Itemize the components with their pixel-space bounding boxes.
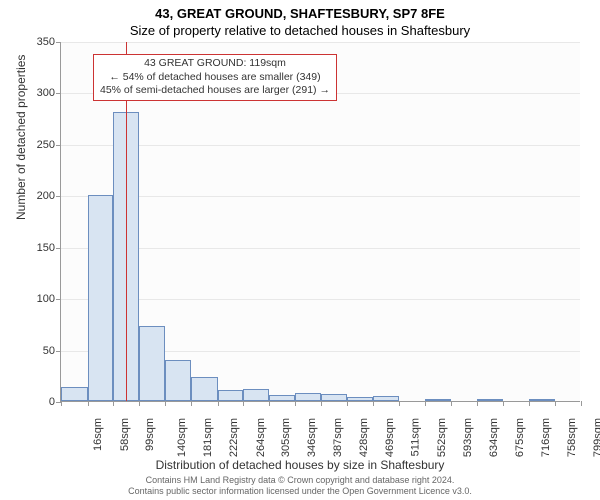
y-tick (56, 196, 61, 197)
histogram-bar (269, 395, 295, 401)
histogram-bar (88, 195, 114, 401)
grid-line (61, 42, 580, 43)
histogram-bar (477, 399, 503, 401)
annotation-line: 43 GREAT GROUND: 119sqm (100, 57, 330, 71)
x-tick-label: 99sqm (144, 418, 156, 451)
x-tick (191, 401, 192, 406)
x-tick (218, 401, 219, 406)
x-tick (503, 401, 504, 406)
y-tick-label: 50 (43, 345, 55, 357)
x-tick-label: 222sqm (228, 418, 240, 457)
x-tick (399, 401, 400, 406)
x-tick-label: 675sqm (514, 418, 526, 457)
x-tick-label: 58sqm (119, 418, 131, 451)
x-tick (451, 401, 452, 406)
x-tick-label: 552sqm (436, 418, 448, 457)
x-tick (321, 401, 322, 406)
y-axis-label: Number of detached properties (14, 55, 28, 220)
histogram-bar (321, 394, 347, 401)
footer-attribution: Contains HM Land Registry data © Crown c… (0, 475, 600, 498)
x-tick (373, 401, 374, 406)
y-tick (56, 145, 61, 146)
x-tick-label: 264sqm (255, 418, 267, 457)
x-tick (425, 401, 426, 406)
x-tick (347, 401, 348, 406)
x-tick-label: 634sqm (488, 418, 500, 457)
y-tick-label: 200 (37, 190, 55, 202)
x-tick-label: 511sqm (410, 418, 422, 456)
y-tick (56, 42, 61, 43)
x-tick (113, 401, 114, 406)
y-tick (56, 299, 61, 300)
footer-line-2: Contains public sector information licen… (0, 486, 600, 497)
x-tick-label: 140sqm (176, 418, 188, 457)
y-tick-label: 350 (37, 36, 55, 48)
histogram-bar (529, 399, 555, 401)
x-tick-label: 346sqm (306, 418, 318, 457)
title-sub: Size of property relative to detached ho… (0, 21, 600, 38)
histogram-bar (373, 396, 399, 401)
x-tick (269, 401, 270, 406)
y-tick-label: 150 (37, 242, 55, 254)
histogram-bar (218, 390, 244, 401)
histogram-bar (191, 377, 218, 401)
x-tick (243, 401, 244, 406)
x-tick-label: 799sqm (592, 418, 600, 457)
x-tick (295, 401, 296, 406)
title-main: 43, GREAT GROUND, SHAFTESBURY, SP7 8FE (0, 0, 600, 21)
x-tick-label: 428sqm (358, 418, 370, 457)
histogram-bar (243, 389, 269, 401)
histogram-bar (165, 360, 191, 401)
x-tick (88, 401, 89, 406)
annotation-line: ← 54% of detached houses are smaller (34… (100, 71, 330, 85)
annotation-line: 45% of semi-detached houses are larger (… (100, 84, 330, 98)
plot-area: 05010015020025030035016sqm58sqm99sqm140s… (60, 42, 580, 402)
x-axis-label: Distribution of detached houses by size … (0, 458, 600, 472)
histogram-bar (295, 393, 321, 401)
x-tick-label: 16sqm (92, 418, 104, 451)
chart-container: 05010015020025030035016sqm58sqm99sqm140s… (60, 42, 580, 402)
x-tick-label: 469sqm (384, 418, 396, 457)
y-tick (56, 248, 61, 249)
x-tick (61, 401, 62, 406)
x-tick (477, 401, 478, 406)
histogram-bar (61, 387, 88, 401)
y-tick-label: 300 (37, 87, 55, 99)
x-tick (581, 401, 582, 406)
x-tick-label: 593sqm (462, 418, 474, 457)
annotation-box: 43 GREAT GROUND: 119sqm← 54% of detached… (93, 54, 337, 101)
y-tick (56, 351, 61, 352)
x-tick-label: 387sqm (332, 418, 344, 457)
x-tick (165, 401, 166, 406)
y-tick-label: 100 (37, 293, 55, 305)
footer-line-1: Contains HM Land Registry data © Crown c… (0, 475, 600, 486)
histogram-bar (347, 397, 374, 401)
y-tick-label: 0 (49, 396, 55, 408)
y-tick (56, 93, 61, 94)
x-tick-label: 716sqm (540, 418, 552, 457)
x-tick (139, 401, 140, 406)
x-tick-label: 305sqm (281, 418, 293, 457)
x-tick (529, 401, 530, 406)
x-tick-label: 181sqm (202, 418, 214, 457)
histogram-bar (425, 399, 451, 401)
x-tick-label: 758sqm (566, 418, 578, 457)
x-tick (555, 401, 556, 406)
histogram-bar (139, 326, 165, 401)
y-tick-label: 250 (37, 139, 55, 151)
